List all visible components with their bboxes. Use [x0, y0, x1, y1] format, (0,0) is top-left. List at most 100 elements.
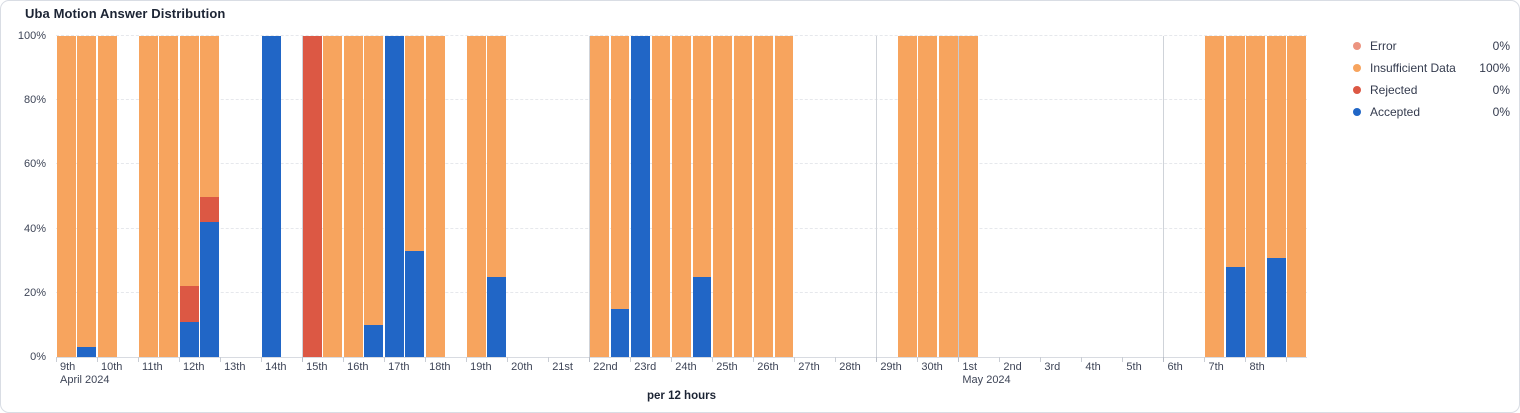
stacked-bar[interactable]: [918, 36, 938, 357]
stacked-bar[interactable]: [364, 36, 384, 357]
gridline-100pct: [56, 35, 1307, 36]
bar-segment-accepted: [1225, 267, 1245, 357]
legend-item-rejected[interactable]: Rejected 0%: [1353, 79, 1510, 101]
legend-value: 0%: [1492, 83, 1510, 97]
x-tick-label: 14th: [265, 361, 287, 373]
x-tick-label: 23rd: [634, 361, 657, 373]
stacked-bar[interactable]: [261, 36, 281, 357]
x-month-label: May 2024: [962, 374, 1011, 386]
week-separator-line: [302, 36, 304, 357]
stacked-bar[interactable]: [323, 36, 343, 357]
stacked-bar[interactable]: [713, 36, 732, 357]
x-tick-label: 5th: [1126, 361, 1142, 373]
x-tick-label: 16th: [347, 361, 369, 373]
x-tick-label: 25th: [716, 361, 738, 373]
x-tick-label: 8th: [1249, 361, 1265, 373]
stacked-bar[interactable]: [754, 36, 773, 357]
stacked-bar[interactable]: [733, 36, 753, 357]
stacked-bar[interactable]: [302, 36, 322, 357]
stacked-bar[interactable]: [672, 36, 691, 357]
x-tick: [630, 357, 632, 362]
bar-segment-accepted: [77, 347, 97, 357]
stacked-bar[interactable]: [610, 36, 630, 357]
legend-item-accepted[interactable]: Accepted 0%: [1353, 101, 1510, 123]
stacked-bar[interactable]: [179, 36, 199, 357]
x-tick: [97, 357, 99, 362]
bar-segment-insufficient-data: [159, 36, 179, 357]
bar-segment-accepted: [1266, 257, 1286, 357]
stacked-bar[interactable]: [1287, 36, 1307, 357]
x-axis-line: [56, 357, 1307, 358]
stacked-bar[interactable]: [56, 36, 76, 357]
x-tick-label: 17th: [388, 361, 410, 373]
legend-label: Error: [1370, 39, 1397, 53]
stacked-bar[interactable]: [1225, 36, 1245, 357]
stacked-bar[interactable]: [159, 36, 179, 357]
stacked-bar[interactable]: [77, 36, 97, 357]
bar-segment-insufficient-data: [1246, 36, 1266, 357]
x-tick-label: 4th: [1085, 361, 1101, 373]
bar-segment-insufficient-data: [1266, 36, 1286, 258]
bar-segment-insufficient-data: [692, 36, 712, 277]
stacked-bar[interactable]: [138, 36, 158, 357]
bar-segment-insufficient-data: [938, 36, 958, 357]
x-tick: [1081, 357, 1083, 362]
x-tick-label: 18th: [429, 361, 451, 373]
x-tick: [589, 357, 591, 362]
bar-segment-insufficient-data: [77, 36, 97, 348]
x-tick: [56, 357, 57, 362]
x-tick-label: 30th: [921, 361, 943, 373]
x-tick: [1040, 357, 1042, 362]
x-tick: [1245, 357, 1247, 362]
stacked-bar[interactable]: [1246, 36, 1266, 357]
stacked-bar[interactable]: [200, 36, 220, 357]
legend-value: 0%: [1492, 39, 1510, 53]
x-tick: [753, 357, 755, 362]
bar-segment-accepted: [384, 36, 404, 357]
legend-label: Insufficient Data: [1370, 61, 1456, 75]
bar-segment-insufficient-data: [97, 36, 117, 357]
x-axis-caption: per 12 hours: [646, 390, 717, 402]
x-tick-label: 7th: [1208, 361, 1224, 373]
x-tick-label: 13th: [224, 361, 246, 373]
bar-segment-insufficient-data: [364, 36, 384, 325]
stacked-bar[interactable]: [405, 36, 425, 357]
bar-segment-insufficient-data: [56, 36, 76, 357]
stacked-bar[interactable]: [425, 36, 445, 357]
stacked-bar[interactable]: [1266, 36, 1286, 357]
bar-segment-insufficient-data: [487, 36, 507, 277]
x-tick-label: 24th: [675, 361, 697, 373]
legend-item-error[interactable]: Error 0%: [1353, 35, 1510, 57]
x-tick: [917, 357, 919, 362]
y-axis-labels: 0% 20% 40% 60% 80% 100%: [1, 30, 46, 363]
x-tick: [999, 357, 1001, 362]
stacked-bar[interactable]: [774, 36, 794, 357]
stacked-bar[interactable]: [959, 36, 979, 357]
x-tick: [220, 357, 222, 362]
stacked-bar[interactable]: [97, 36, 117, 357]
plot-area[interactable]: [56, 35, 1307, 358]
bar-segment-accepted: [487, 276, 507, 357]
stacked-bar[interactable]: [343, 36, 363, 357]
stacked-bar[interactable]: [692, 36, 712, 357]
stacked-bar[interactable]: [631, 36, 650, 357]
y-tick-label: 60%: [23, 158, 46, 171]
stacked-bar[interactable]: [466, 36, 486, 357]
bar-segment-insufficient-data: [610, 36, 630, 309]
bar-segment-insufficient-data: [179, 36, 199, 287]
bar-segment-insufficient-data: [959, 36, 979, 357]
x-tick-label: 11th: [142, 361, 163, 373]
week-separator-line: [1163, 36, 1165, 357]
stacked-bar[interactable]: [1205, 36, 1225, 357]
stacked-bar[interactable]: [590, 36, 609, 357]
legend-item-insufficient-data[interactable]: Insufficient Data 100%: [1353, 57, 1510, 79]
stacked-bar[interactable]: [651, 36, 671, 357]
x-tick: [1163, 357, 1165, 362]
x-tick-label: 15th: [306, 361, 328, 373]
stacked-bar[interactable]: [938, 36, 958, 357]
bar-segment-insufficient-data: [672, 36, 691, 357]
stacked-bar[interactable]: [487, 36, 507, 357]
accepted-color-dot: [1353, 108, 1361, 116]
stacked-bar[interactable]: [384, 36, 404, 357]
stacked-bar[interactable]: [897, 36, 917, 357]
